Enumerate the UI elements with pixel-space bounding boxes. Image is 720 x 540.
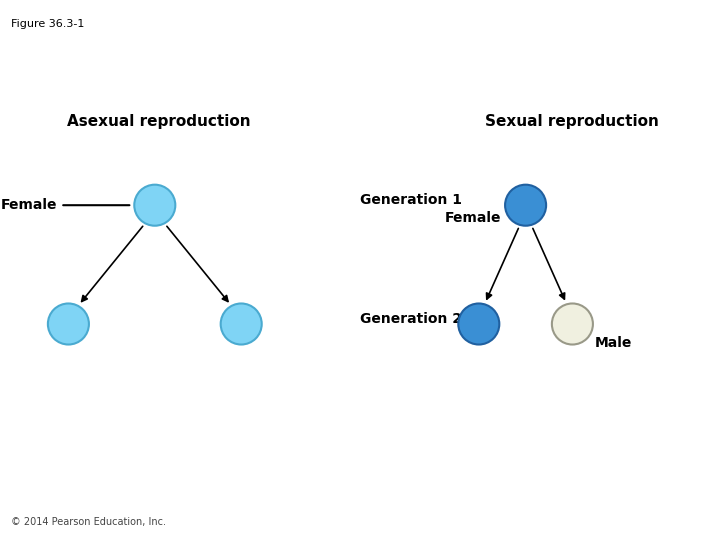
Ellipse shape [459,303,500,345]
Text: Female: Female [444,211,501,225]
Text: Male: Male [595,336,632,350]
Text: © 2014 Pearson Education, Inc.: © 2014 Pearson Education, Inc. [11,516,166,526]
Text: Generation 2: Generation 2 [360,312,462,326]
Ellipse shape [48,303,89,345]
Ellipse shape [134,185,176,226]
Text: Female: Female [1,198,130,212]
Text: Figure 36.3-1: Figure 36.3-1 [11,19,84,29]
Ellipse shape [220,303,262,345]
Text: Asexual reproduction: Asexual reproduction [66,114,251,129]
Text: Generation 1: Generation 1 [360,193,462,207]
Ellipse shape [505,185,546,226]
Text: Sexual reproduction: Sexual reproduction [485,114,660,129]
Ellipse shape [552,303,593,345]
